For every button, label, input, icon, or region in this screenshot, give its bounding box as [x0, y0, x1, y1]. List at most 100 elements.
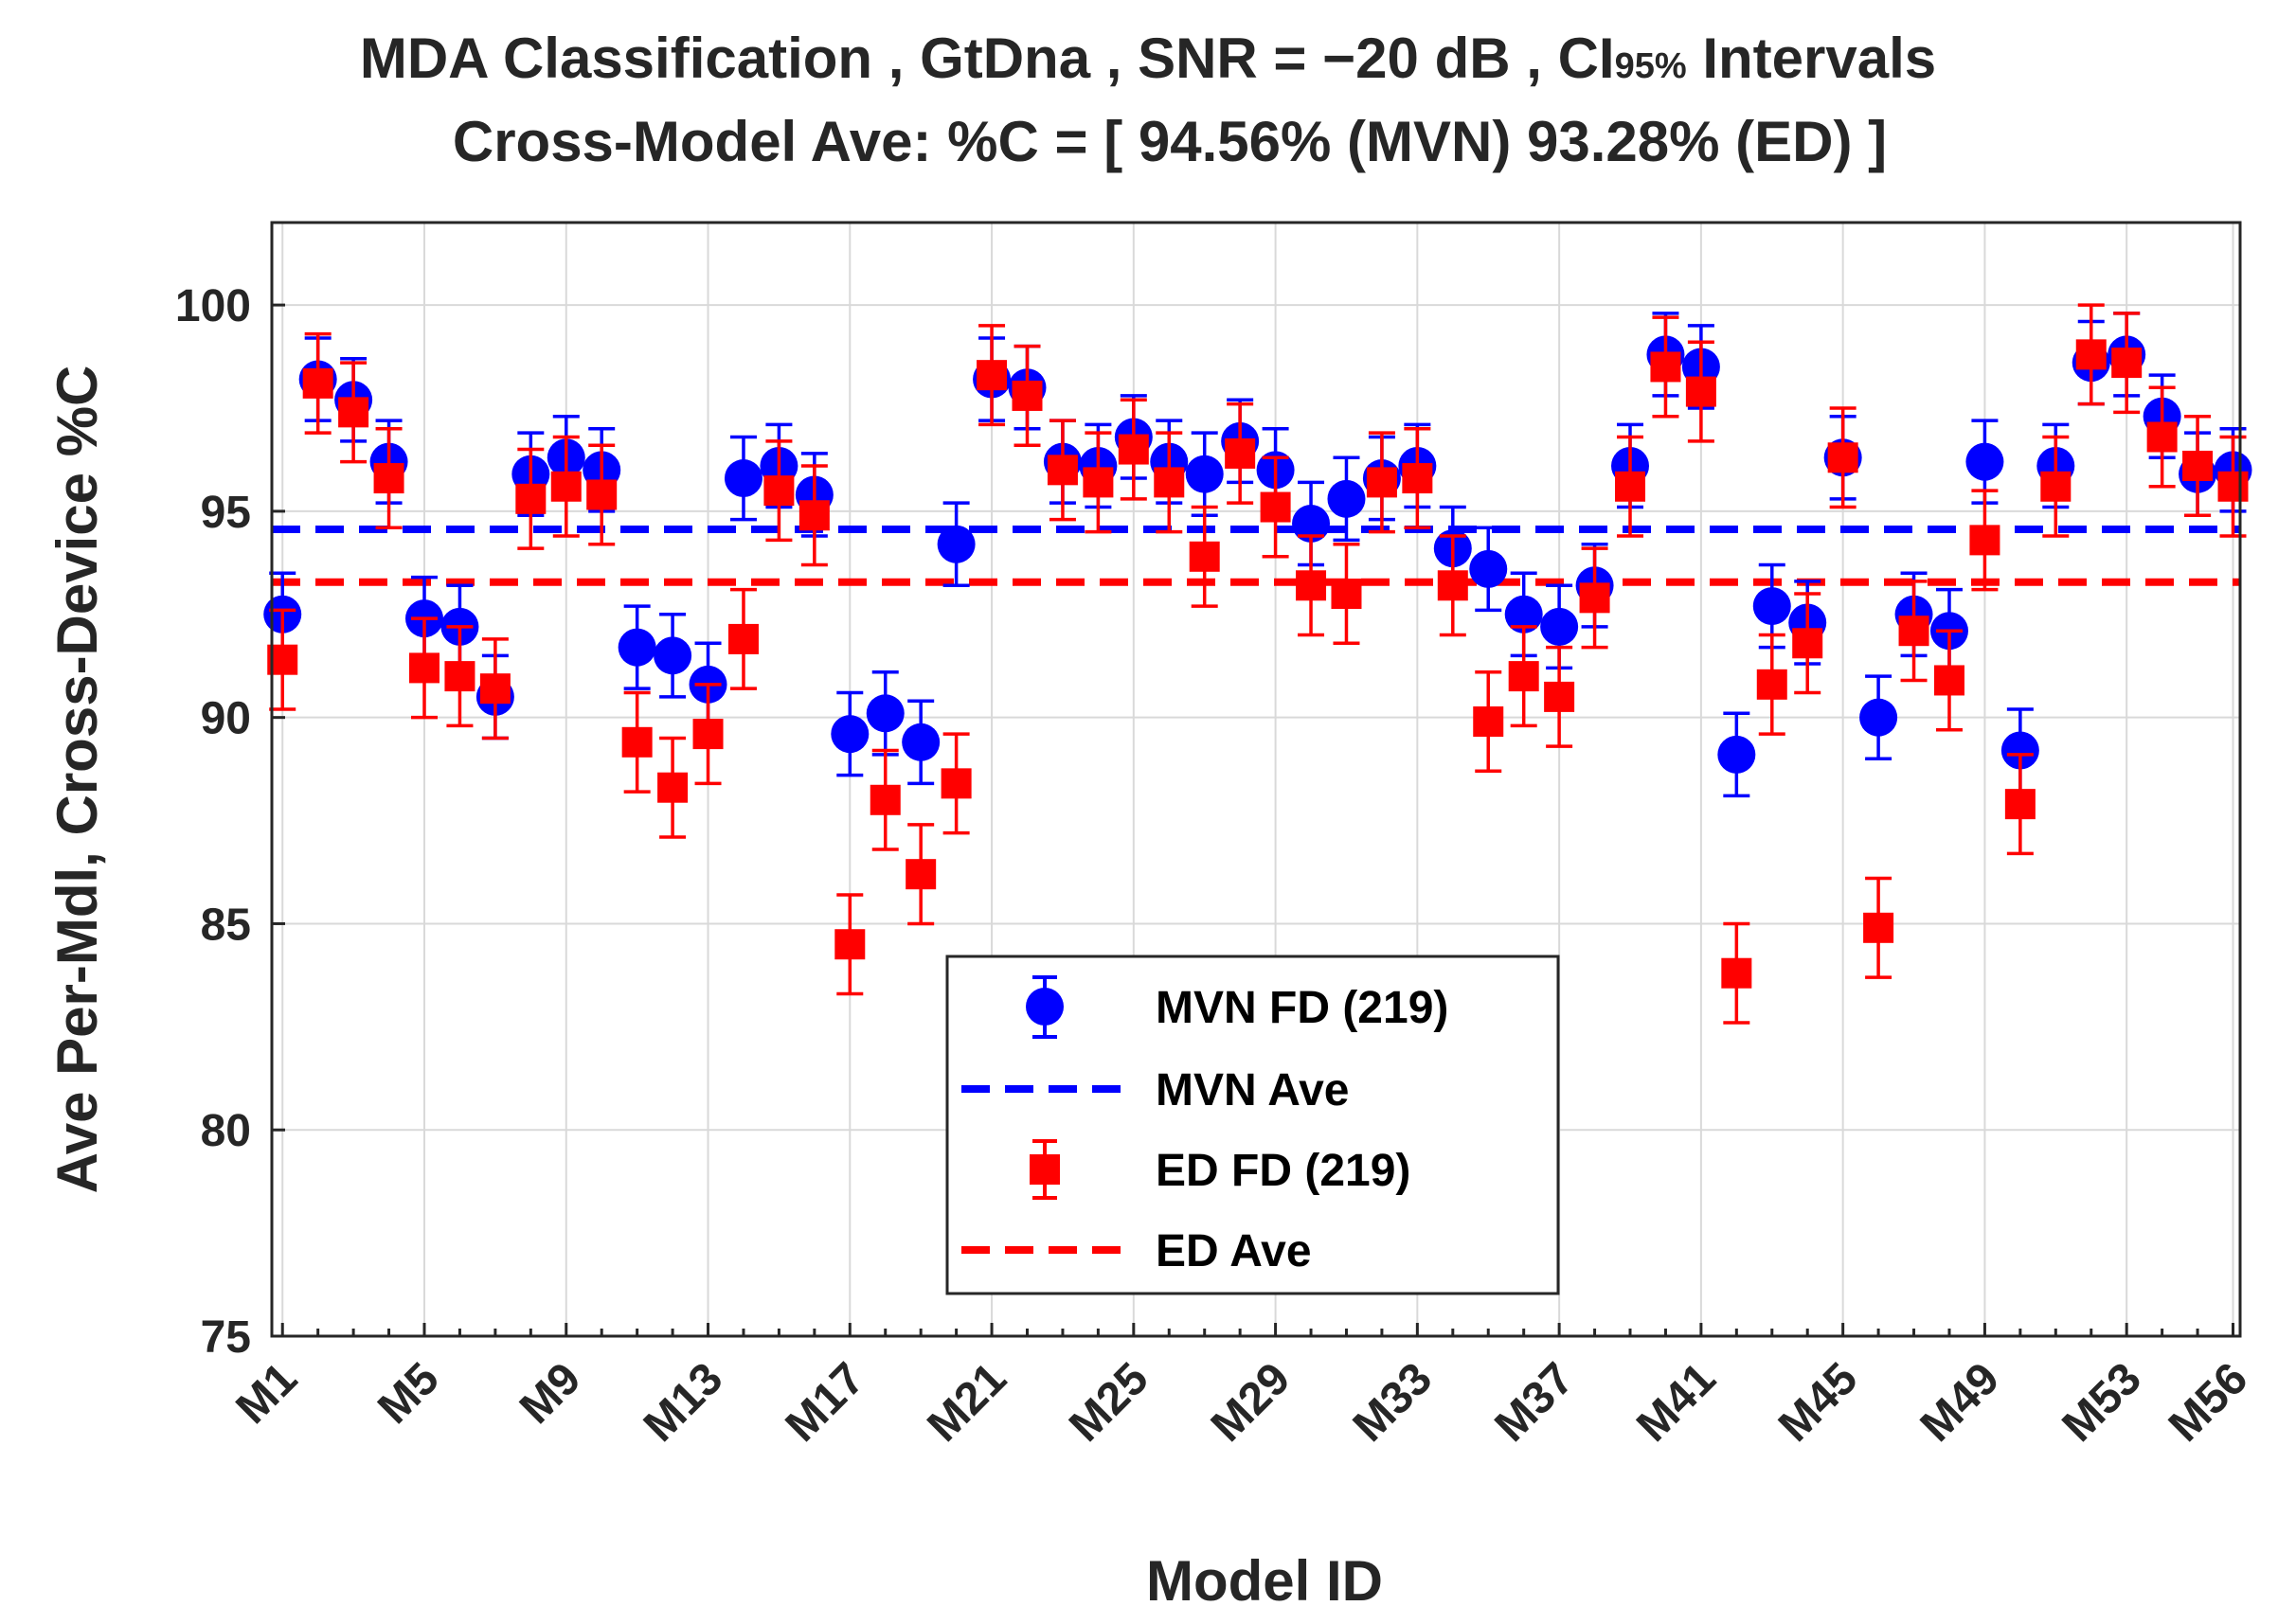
x-tick-label: M17	[777, 1353, 875, 1452]
title-ci: , CI	[1511, 27, 1615, 90]
ed-point-m5	[408, 652, 439, 684]
ed-point-m2	[302, 367, 333, 399]
ed-point-m31	[1331, 579, 1362, 609]
mvn-point-m36	[1504, 595, 1543, 634]
mvn-point-m31	[1327, 479, 1366, 518]
chart-title-line1: MDA Classification , GtDna , SNR = −20 d…	[360, 27, 1936, 90]
legend: MVN FD (219) MVN Ave ED FD (219) ED Ave	[945, 955, 1560, 1295]
mvn-point-m42	[1717, 735, 1756, 774]
ed-point-m13	[692, 719, 724, 750]
mvn-point-m43	[1752, 587, 1791, 626]
title-snr: −20 dB	[1322, 27, 1510, 90]
ed-point-m41	[1685, 376, 1716, 407]
ed-point-m27	[1189, 541, 1220, 572]
ed-point-m35	[1473, 706, 1504, 738]
ed-point-m48	[1933, 665, 1964, 696]
ed-point-m49	[1969, 525, 2000, 556]
legend-item-ed-fd: ED FD (219)	[1030, 1139, 1410, 1200]
y-axis-label: Ave Per-Mdl, Cross-Device %C	[45, 366, 109, 1194]
y-tick-label: 75	[201, 1312, 251, 1363]
x-tick-label: M53	[2053, 1353, 2151, 1452]
ed-point-m6	[444, 661, 475, 692]
ed-point-m36	[1508, 661, 1539, 692]
ed-point-m28	[1225, 437, 1256, 469]
ed-point-m7	[479, 673, 511, 705]
y-tick-label: 80	[201, 1106, 251, 1156]
y-tick-label: 95	[201, 488, 251, 538]
ed-point-m19	[906, 859, 937, 890]
legend-mvn-marker	[1026, 988, 1064, 1026]
ed-point-m44	[1792, 628, 1823, 659]
x-tick-label: M5	[368, 1353, 449, 1434]
mvn-point-m35	[1469, 549, 1508, 588]
series-ed-fd	[267, 303, 2249, 1025]
ed-point-m45	[1827, 442, 1858, 473]
ed-point-m37	[1544, 681, 1575, 712]
ed-point-m38	[1579, 582, 1610, 614]
mvn-point-m12	[654, 636, 692, 675]
ed-point-m8	[515, 483, 547, 514]
legend-ed-fd-label: ED FD (219)	[1156, 1146, 1410, 1196]
ed-point-m43	[1756, 669, 1787, 700]
ed-point-m16	[798, 500, 830, 531]
mvn-point-m46	[1859, 698, 1898, 737]
ed-point-m50	[2004, 789, 2036, 820]
ed-point-m56	[2217, 471, 2249, 502]
x-tick-label: M41	[1627, 1353, 1726, 1452]
mvn-point-m27	[1185, 455, 1224, 493]
ed-point-m14	[727, 623, 759, 654]
ed-point-m42	[1721, 957, 1752, 989]
ed-point-m3	[338, 397, 369, 428]
ed-point-m47	[1898, 616, 1929, 647]
mvn-point-m50	[2000, 731, 2039, 770]
ed-point-m21	[977, 360, 1008, 391]
title-ci-subscript: 95%	[1615, 46, 1687, 86]
ed-point-m15	[763, 475, 795, 507]
y-tick-label: 100	[175, 281, 251, 331]
series-mvn-fd	[263, 312, 2252, 798]
ed-point-m18	[870, 784, 901, 815]
x-tick-label: M49	[1911, 1353, 2010, 1452]
ed-point-m39	[1615, 471, 1646, 502]
ed-point-m46	[1863, 912, 1894, 943]
ed-point-m25	[1118, 434, 1149, 465]
y-tick-label: 90	[201, 694, 251, 744]
plot-frame	[270, 221, 2242, 1338]
x-axis-label: Model ID	[1146, 1549, 1383, 1613]
title-prefix: MDA Classification , GtDna , SNR =	[360, 27, 1322, 90]
x-tick-label: M13	[635, 1353, 733, 1452]
ed-point-m11	[621, 726, 653, 758]
legend-mvn-fd-label: MVN FD (219)	[1156, 983, 1448, 1033]
ed-point-m4	[373, 463, 404, 494]
ed-point-m33	[1402, 463, 1433, 494]
ed-point-m24	[1083, 467, 1114, 498]
x-tick-label: M45	[1769, 1353, 1868, 1452]
x-tick-label: M33	[1344, 1353, 1443, 1452]
legend-item-mvn-ave: MVN Ave	[961, 1065, 1350, 1115]
ed-point-m17	[834, 929, 866, 960]
ed-point-m29	[1260, 491, 1291, 523]
mvn-point-m37	[1540, 607, 1579, 646]
ed-point-m12	[657, 772, 689, 803]
ed-point-m55	[2182, 450, 2214, 481]
ed-point-m10	[586, 479, 618, 510]
mvn-point-m11	[618, 628, 656, 667]
x-tick-label: M1	[226, 1353, 307, 1434]
legend-item-ed-ave: ED Ave	[961, 1226, 1312, 1276]
ed-point-m26	[1154, 467, 1185, 498]
ed-point-m52	[2075, 339, 2107, 370]
x-tick-label: M9	[511, 1353, 591, 1434]
series	[263, 303, 2252, 1025]
ed-point-m22	[1012, 380, 1043, 411]
x-tick-label: M37	[1485, 1353, 1584, 1452]
legend-mvn-ave-label: MVN Ave	[1156, 1065, 1350, 1115]
x-tick-label: M56	[2160, 1353, 2258, 1452]
legend-ed-marker	[1030, 1154, 1060, 1185]
ed-point-m9	[550, 471, 582, 502]
legend-item-mvn-fd: MVN FD (219)	[1026, 975, 1448, 1039]
mvn-point-m30	[1292, 504, 1331, 543]
ed-point-m40	[1650, 351, 1681, 383]
legend-ed-ave-label: ED Ave	[1156, 1226, 1312, 1276]
ed-point-m30	[1296, 570, 1327, 601]
